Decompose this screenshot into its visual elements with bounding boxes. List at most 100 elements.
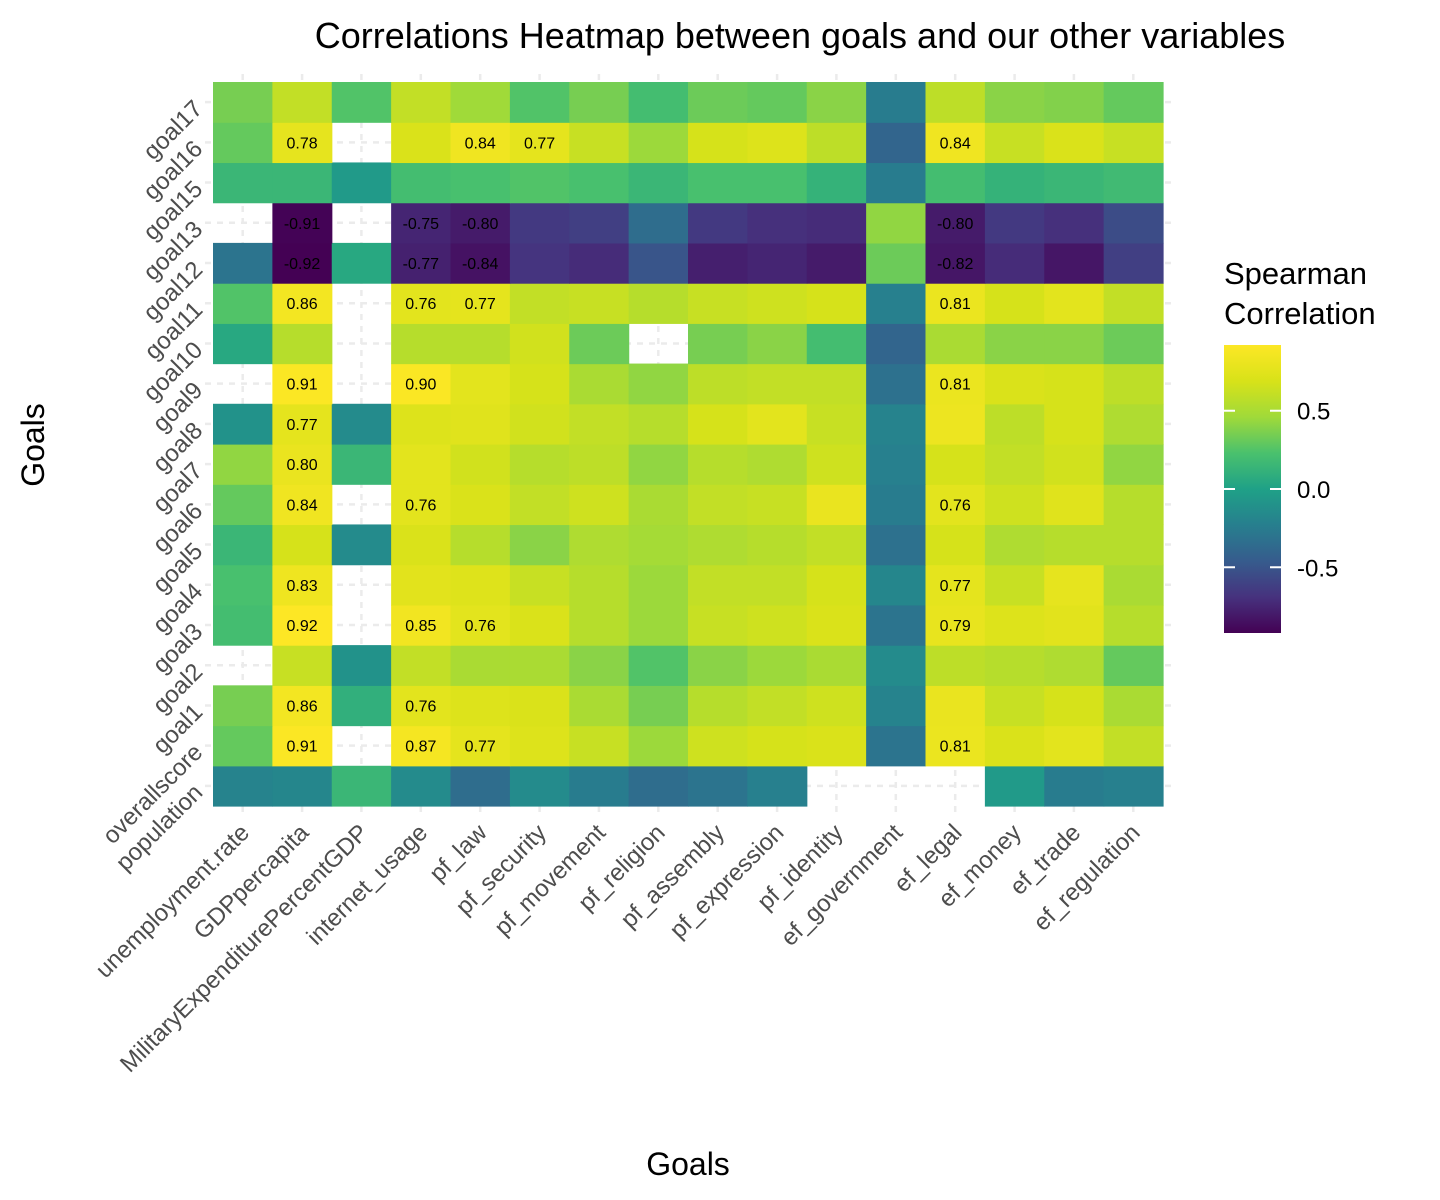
heatmap-cell: [984, 82, 1045, 123]
cell-value-label: 0.77: [286, 417, 317, 434]
heatmap-cell: [1044, 564, 1105, 606]
heatmap-cell: [1103, 645, 1164, 686]
heatmap-cell: [806, 363, 867, 405]
heatmap-cell: [1044, 363, 1105, 405]
heatmap-cell: [213, 725, 273, 767]
cell-value-label: -0.80: [462, 216, 499, 233]
heatmap-cell: [925, 82, 986, 123]
heatmap-cell: [806, 122, 867, 164]
heatmap-cell: [391, 202, 452, 244]
heatmap-cell: [1103, 564, 1164, 606]
heatmap-cell: [1044, 242, 1105, 284]
heatmap-cell: [925, 283, 986, 324]
heatmap-cell: [925, 524, 986, 566]
heatmap-cell: [925, 484, 986, 526]
heatmap-cell: [331, 242, 392, 284]
heatmap-cell: [450, 564, 511, 606]
cell-value-label: 0.76: [405, 698, 436, 715]
heatmap-cell: [628, 82, 689, 123]
heatmap-cell: [747, 564, 808, 606]
heatmap-cell: [747, 725, 808, 767]
heatmap-cell: [509, 685, 570, 727]
heatmap-cell: [509, 363, 570, 405]
heatmap-cell: [569, 484, 630, 526]
heatmap-cell: [866, 202, 927, 244]
heatmap-cell: [450, 484, 511, 526]
heatmap-cell: [1044, 283, 1105, 324]
cell-value-label: 0.84: [465, 135, 496, 152]
cell-value-label: -0.80: [937, 216, 974, 233]
heatmap-cell: [509, 162, 570, 204]
heatmap-cell: [984, 765, 1045, 807]
heatmap-cell: [509, 645, 570, 686]
heatmap-cell: [806, 444, 867, 485]
cell-value-label: 0.76: [940, 497, 971, 514]
heatmap-cell: [747, 524, 808, 566]
cell-value-label: 0.80: [286, 457, 317, 474]
heatmap-cell: [391, 484, 452, 526]
heatmap-cell: [866, 484, 927, 526]
heatmap-cell: [925, 564, 986, 606]
heatmap-cell: [272, 484, 333, 526]
heatmap-cell: [391, 323, 452, 365]
heatmap-cell: [272, 82, 333, 123]
cell-value-label: 0.76: [405, 497, 436, 514]
heatmap-cell: [213, 82, 273, 123]
heatmap-cell: [272, 283, 333, 324]
heatmap-cell: [272, 403, 333, 445]
heatmap-cell: [450, 524, 511, 566]
heatmap-cell: [272, 202, 333, 244]
heatmap-cell: [806, 645, 867, 686]
heatmap-cell: [688, 685, 748, 727]
cell-value-label: 0.91: [286, 739, 317, 756]
heatmap-cell: [747, 202, 808, 244]
heatmap-cell: [1044, 82, 1105, 123]
heatmap-cell: [213, 564, 273, 606]
heatmap-cell: [984, 524, 1045, 566]
heatmap-cell: [1103, 484, 1164, 526]
heatmap-cell: [272, 323, 333, 365]
heatmap-cell: [688, 765, 748, 807]
heatmap-cell: [984, 725, 1045, 767]
heatmap-cell: [1044, 162, 1105, 204]
cell-value-label: 0.86: [286, 296, 317, 313]
heatmap-cell: [925, 403, 986, 445]
heatmap-cell: [628, 765, 689, 807]
cell-value-label: 0.77: [524, 135, 555, 152]
heatmap-cell: [747, 122, 808, 164]
heatmap-cell: [1103, 403, 1164, 445]
cell-value-label: 0.84: [286, 497, 317, 514]
heatmap-cell: [984, 162, 1045, 204]
heatmap-cell: [747, 162, 808, 204]
heatmap-cell: [1103, 82, 1164, 123]
legend-tick-label: -0.5: [1297, 555, 1338, 582]
heatmap-cell: [213, 484, 273, 526]
heatmap-cell: [747, 323, 808, 365]
heatmap-cell: [1044, 645, 1105, 686]
heatmap-cell: [806, 604, 867, 646]
heatmap-cell: [272, 725, 333, 767]
heatmap-cell: [1044, 444, 1105, 485]
heatmap-cell: [569, 283, 630, 324]
heatmap-cell: [391, 444, 452, 485]
heatmap-cell: [984, 604, 1045, 646]
cell-value-label: 0.81: [940, 377, 971, 394]
cell-value-label: 0.77: [940, 578, 971, 595]
heatmap-cell: [747, 403, 808, 445]
heatmap-cell: [1103, 162, 1164, 204]
heatmap-cell: [213, 444, 273, 485]
heatmap-cell: [213, 685, 273, 727]
heatmap-cell: [688, 283, 748, 324]
heatmap-cell: [450, 323, 511, 365]
heatmap-cell: [984, 484, 1045, 526]
heatmap-cell: [213, 403, 273, 445]
heatmap-cell: [450, 444, 511, 485]
heatmap-cell: [1103, 765, 1164, 807]
heatmap-cell: [272, 444, 333, 485]
x-axis-title: Goals: [646, 1146, 730, 1182]
heatmap-cell: [1044, 202, 1105, 244]
heatmap-cell: [1103, 524, 1164, 566]
heatmap-cell: [569, 444, 630, 485]
heatmap-cell: [450, 122, 511, 164]
heatmap-cell: [866, 82, 927, 123]
